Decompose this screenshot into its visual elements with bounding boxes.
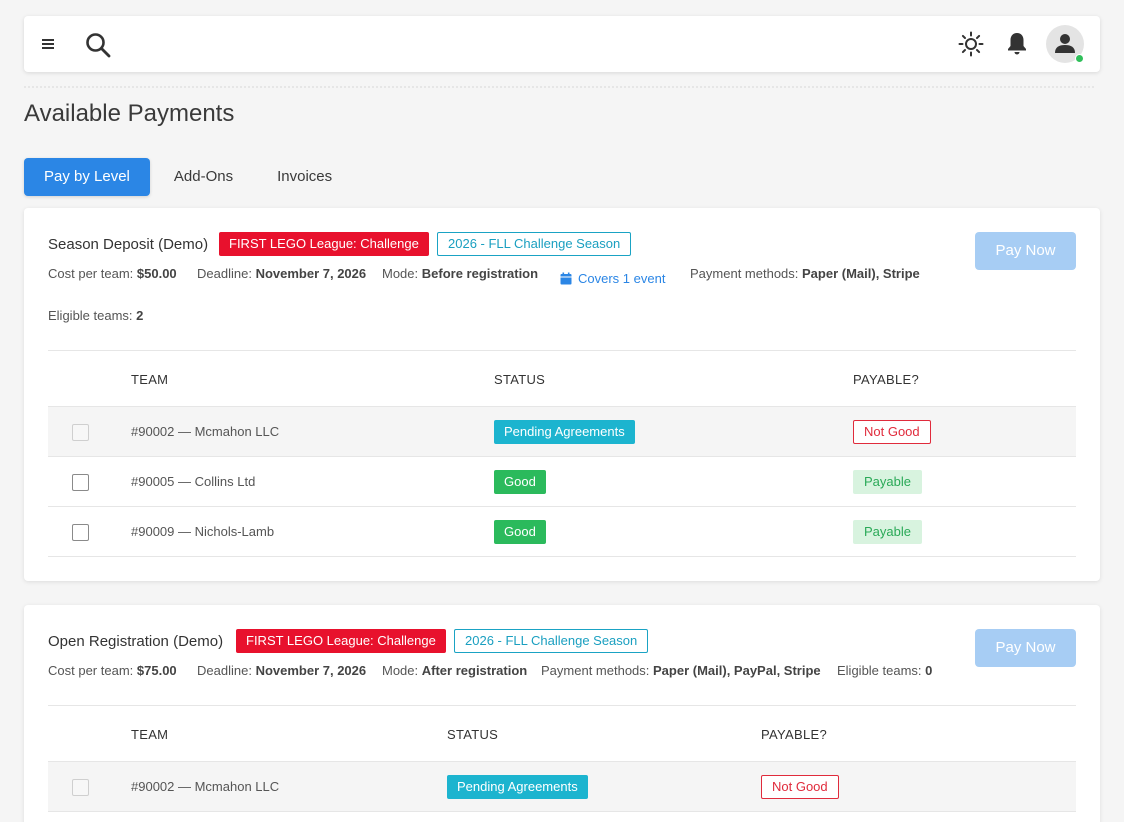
payment-methods: Payment methods: Paper (Mail), Stripe xyxy=(690,266,920,281)
season-badge: 2026 - FLL Challenge Season xyxy=(437,232,632,256)
payment-methods: Payment methods: Paper (Mail), PayPal, S… xyxy=(541,663,821,678)
page-title: Available Payments xyxy=(24,100,235,127)
team-select-checkbox[interactable] xyxy=(72,424,89,441)
payable-badge: Payable xyxy=(853,470,922,494)
team-select-checkbox[interactable] xyxy=(72,524,89,541)
payment-card-open-registration: Open Registration (Demo) FIRST LEGO Leag… xyxy=(24,605,1100,822)
user-icon xyxy=(1055,34,1075,53)
table-divider xyxy=(48,705,1076,706)
mode: Mode: After registration xyxy=(382,663,528,678)
team-select-checkbox[interactable] xyxy=(72,474,89,491)
avatar[interactable] xyxy=(1046,25,1084,63)
mode: Mode: Before registration xyxy=(382,266,539,281)
payment-title: Open Registration (Demo) xyxy=(48,633,224,650)
column-header-payable: PAYABLE? xyxy=(761,727,827,742)
menu-icon[interactable] xyxy=(40,34,58,54)
cost-per-team: Cost per team: $50.00 xyxy=(48,266,177,281)
team-name: #90002 — Mcmahon LLC xyxy=(131,779,280,794)
column-header-team: TEAM xyxy=(131,727,169,742)
team-name: #90005 — Collins Ltd xyxy=(131,474,256,489)
tab-pay-by-level[interactable]: Pay by Level xyxy=(24,158,150,196)
payable-badge: Not Good xyxy=(761,775,839,799)
search-icon[interactable] xyxy=(84,31,112,59)
calendar-icon xyxy=(560,272,572,285)
team-select-checkbox[interactable] xyxy=(72,779,89,796)
table-divider xyxy=(48,761,1076,762)
payable-badge: Not Good xyxy=(853,420,931,444)
status-badge: Pending Agreements xyxy=(494,420,635,444)
eligible-teams: Eligible teams: 0 xyxy=(837,663,933,678)
team-name: #90009 — Nichols-Lamb xyxy=(131,524,275,539)
table-row: #90005 — Collins Ltd Good Payable xyxy=(48,457,1076,507)
season-badge: 2026 - FLL Challenge Season xyxy=(454,629,649,653)
table-row: #90002 — Mcmahon LLC Pending Agreements … xyxy=(48,762,1076,812)
status-badge: Good xyxy=(494,520,546,544)
tab-add-ons[interactable]: Add-Ons xyxy=(173,168,234,185)
column-header-status: STATUS xyxy=(447,727,499,742)
table-row: #90009 — Nichols-Lamb Good Payable xyxy=(48,507,1076,557)
pay-now-button[interactable]: Pay Now xyxy=(975,629,1076,667)
status-badge: Good xyxy=(494,470,546,494)
eligible-teams: Eligible teams: 2 xyxy=(48,308,144,323)
payment-card-season-deposit: Season Deposit (Demo) FIRST LEGO League:… xyxy=(24,208,1100,581)
deadline: Deadline: November 7, 2026 xyxy=(197,266,367,281)
table-divider xyxy=(48,406,1076,407)
status-badge: Pending Agreements xyxy=(447,775,588,799)
table-row: #90002 — Mcmahon LLC Pending Agreements … xyxy=(48,407,1076,457)
team-name: #90002 — Mcmahon LLC xyxy=(131,424,280,439)
tab-invoices[interactable]: Invoices xyxy=(277,168,333,185)
program-badge: FIRST LEGO League: Challenge xyxy=(219,232,429,256)
payment-title: Season Deposit (Demo) xyxy=(48,236,209,253)
column-header-status: STATUS xyxy=(494,372,546,387)
online-status-dot xyxy=(1075,54,1084,63)
divider xyxy=(24,86,1094,88)
column-header-team: TEAM xyxy=(131,372,169,387)
top-app-bar xyxy=(24,16,1100,72)
table-divider xyxy=(48,350,1076,351)
payment-tabs: Pay by Level Add-Ons Invoices xyxy=(24,158,356,196)
program-badge: FIRST LEGO League: Challenge xyxy=(236,629,446,653)
column-header-payable: PAYABLE? xyxy=(853,372,919,387)
payable-badge: Payable xyxy=(853,520,922,544)
pay-now-button[interactable]: Pay Now xyxy=(975,232,1076,270)
deadline: Deadline: November 7, 2026 xyxy=(197,663,367,678)
sun-icon[interactable] xyxy=(958,31,984,62)
cost-per-team: Cost per team: $75.00 xyxy=(48,663,177,678)
bell-icon[interactable] xyxy=(1005,31,1029,62)
covers-events-link[interactable]: Covers 1 event xyxy=(560,271,665,286)
